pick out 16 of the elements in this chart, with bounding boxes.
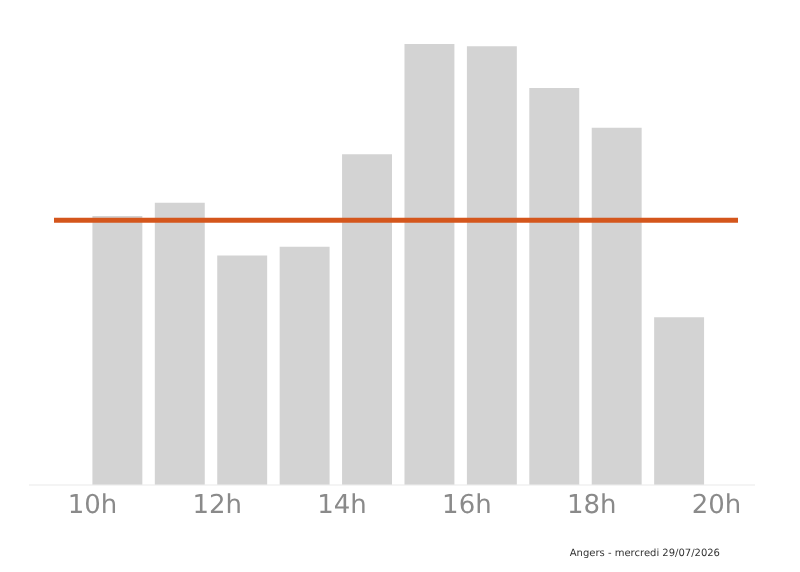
bar xyxy=(529,88,580,485)
bar xyxy=(404,44,455,485)
x-tick-label: 12h xyxy=(192,491,243,522)
bar xyxy=(342,154,392,485)
bar xyxy=(217,255,268,485)
x-tick-label: 14h xyxy=(317,491,367,522)
x-tick-label: 10h xyxy=(67,491,118,522)
bar xyxy=(591,127,642,485)
bar xyxy=(154,202,205,485)
bar xyxy=(654,317,705,485)
bar xyxy=(279,246,330,485)
x-tick-label: 16h xyxy=(442,491,492,522)
x-tick-label: 18h xyxy=(566,491,617,522)
bar xyxy=(92,215,143,485)
bar xyxy=(466,46,517,485)
x-tick-label: 20h xyxy=(691,491,742,522)
